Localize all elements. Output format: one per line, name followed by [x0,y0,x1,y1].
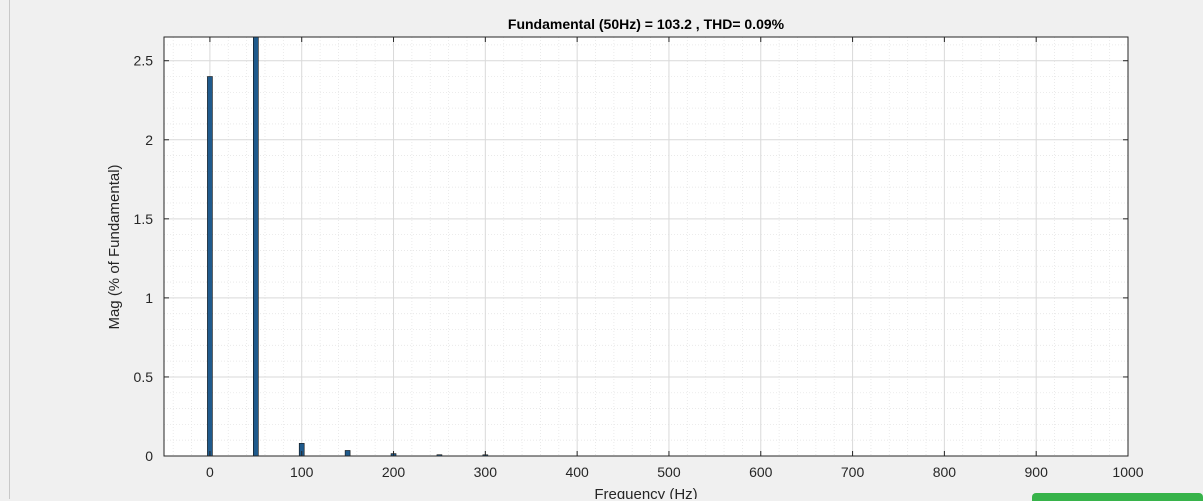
bar-150hz [344,450,351,457]
bar-0hz [207,76,213,457]
axes-background [164,37,1128,456]
bar-50hz [253,36,259,457]
y-tick-label: 2 [145,132,153,148]
x-tick-label: 1000 [1112,464,1143,480]
y-tick-label: 0.5 [134,369,154,385]
x-tick-label: 500 [657,464,681,480]
x-tick-label: 200 [382,464,406,480]
y-axis-label: Mag (% of Fundamental) [106,164,123,329]
y-tick-label: 0 [145,448,153,464]
y-tick-label: 1 [145,290,153,306]
x-axis-label: Frequency (Hz) [594,486,697,499]
y-tick-label: 1.5 [134,211,154,227]
window-frame-edge [9,0,10,499]
x-tick-labels: 0 100 200 300 400 500 600 700 800 900 1000 [206,464,1144,480]
x-tick-label: 600 [749,464,773,480]
x-tick-label: 0 [206,464,214,480]
x-tick-label: 900 [1025,464,1049,480]
y-tick-labels: 0 0.5 1 1.5 2 2.5 [134,53,154,464]
y-tick-label: 2.5 [134,53,154,69]
x-tick-label: 100 [290,464,314,480]
x-tick-label: 400 [565,464,589,480]
chart-title: Fundamental (50Hz) = 103.2 , THD= 0.09% [508,16,785,32]
x-tick-label: 300 [474,464,498,480]
axes-box [163,36,1129,457]
status-indicator [1032,493,1203,501]
tick-marks [164,37,1129,457]
x-tick-label: 800 [933,464,957,480]
x-tick-label: 700 [841,464,865,480]
minor-grid [164,37,1128,456]
